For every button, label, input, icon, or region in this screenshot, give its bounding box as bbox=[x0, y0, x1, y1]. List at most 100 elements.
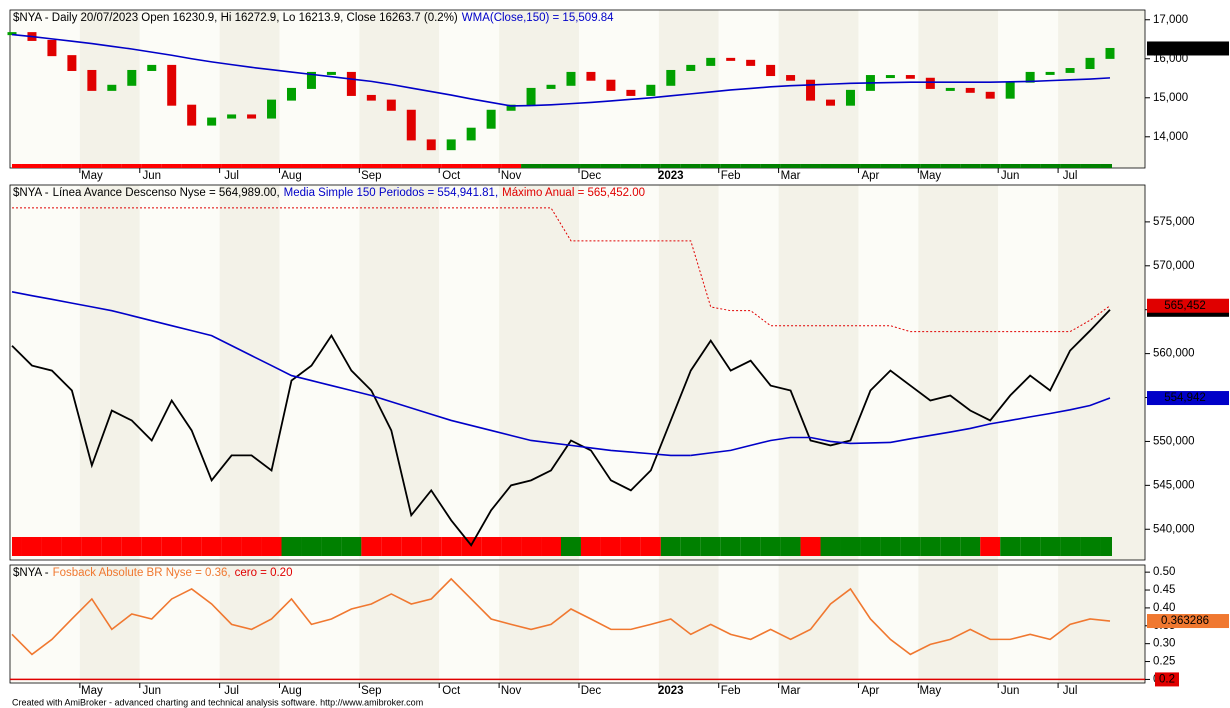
signal-strip bbox=[1080, 537, 1101, 556]
month-band bbox=[1058, 185, 1145, 560]
signal-strip bbox=[1040, 164, 1061, 168]
candle bbox=[905, 75, 915, 79]
signal-strip bbox=[41, 164, 62, 168]
panel-title: $NYA - Línea Avance Descenso Nyse = 564,9… bbox=[13, 187, 645, 199]
value-tag bbox=[1147, 41, 1229, 56]
signal-strip bbox=[261, 537, 282, 556]
signal-strip bbox=[121, 164, 142, 168]
value-tag-label: 0.2 bbox=[1159, 673, 1175, 685]
signal-strip bbox=[281, 537, 302, 556]
signal-strip bbox=[1000, 537, 1021, 556]
signal-strip bbox=[481, 537, 502, 556]
x-tick-label: 2023 bbox=[658, 170, 684, 182]
candle bbox=[845, 89, 855, 106]
signal-strip bbox=[21, 164, 42, 168]
value-tag-label: 554,942 bbox=[1164, 392, 1206, 404]
signal-strip bbox=[61, 537, 82, 556]
candle bbox=[107, 84, 117, 91]
signal-strip bbox=[421, 537, 442, 556]
x-tick-label: Jul bbox=[224, 170, 239, 182]
x-tick-label: Apr bbox=[861, 170, 879, 182]
candle bbox=[286, 87, 296, 101]
x-tick-label: Dec bbox=[581, 685, 602, 697]
signal-strip bbox=[101, 164, 122, 168]
signal-strip bbox=[401, 164, 422, 168]
month-band bbox=[10, 185, 80, 560]
x-tick-label: Aug bbox=[281, 685, 301, 697]
signal-strip bbox=[840, 537, 861, 556]
signal-strip bbox=[740, 164, 761, 168]
month-band bbox=[658, 10, 719, 168]
panel-title: $NYA - Daily 20/07/2023 Open 16230.9, Hi… bbox=[13, 12, 614, 24]
month-band bbox=[219, 185, 280, 560]
signal-strip bbox=[141, 537, 162, 556]
series-line bbox=[11, 33, 532, 107]
x-tick-label: May bbox=[81, 685, 103, 697]
y-tick-label: 0.40 bbox=[1153, 602, 1175, 614]
candle bbox=[826, 99, 836, 106]
signal-strip bbox=[600, 537, 621, 556]
candle bbox=[806, 79, 816, 101]
x-tick-label: Sep bbox=[361, 685, 381, 697]
signal-strip bbox=[960, 164, 981, 168]
month-band bbox=[578, 10, 659, 168]
month-band bbox=[778, 565, 859, 683]
signal-strip bbox=[161, 537, 182, 556]
signal-strip bbox=[680, 164, 701, 168]
month-band bbox=[998, 185, 1059, 560]
signal-strip bbox=[321, 164, 342, 168]
month-band bbox=[1058, 10, 1145, 168]
x-tick-label: Nov bbox=[501, 685, 522, 697]
candle bbox=[227, 114, 237, 119]
candle bbox=[726, 57, 736, 61]
x-tick-label: Jul bbox=[224, 685, 239, 697]
series-line bbox=[11, 291, 691, 457]
x-tick-label: Apr bbox=[861, 685, 879, 697]
signal-strip bbox=[780, 164, 801, 168]
candle bbox=[885, 75, 895, 79]
signal-strip bbox=[81, 164, 102, 168]
y-tick-label: 15,000 bbox=[1153, 92, 1188, 104]
signal-strip bbox=[481, 164, 502, 168]
y-tick-label: 575,000 bbox=[1153, 216, 1195, 228]
month-band bbox=[439, 565, 500, 683]
candle bbox=[446, 139, 456, 151]
legend-entry: Máximo Anual = 565,452.00 bbox=[502, 187, 645, 199]
panel-title: $NYA - Fosback Absolute BR Nyse = 0.36, ce… bbox=[13, 567, 292, 579]
signal-strip bbox=[121, 537, 142, 556]
signal-strip bbox=[561, 164, 581, 168]
legend-entry: Línea Avance Descenso Nyse = 564,989.00, bbox=[53, 187, 280, 199]
value-tag bbox=[1147, 391, 1229, 406]
x-tick-label: Jul bbox=[1063, 685, 1078, 697]
candle bbox=[586, 71, 596, 81]
x-tick-label: Oct bbox=[442, 170, 461, 182]
signal-strip bbox=[341, 537, 362, 556]
series-line bbox=[11, 577, 1111, 656]
month-band bbox=[279, 185, 360, 560]
candle bbox=[167, 64, 177, 106]
signal-strip bbox=[1020, 537, 1041, 556]
signal-strip bbox=[880, 537, 901, 556]
series-line bbox=[12, 207, 1111, 333]
signal-strip bbox=[1060, 164, 1081, 168]
candle bbox=[426, 139, 436, 151]
signal-strip bbox=[900, 164, 921, 168]
legend-entry: WMA(Close,150) = 15,509.84 bbox=[462, 12, 614, 24]
signal-strip bbox=[521, 537, 542, 556]
signal-strip bbox=[700, 164, 721, 168]
signal-strip bbox=[1020, 164, 1041, 168]
title-text: $NYA - bbox=[13, 567, 49, 579]
signal-strip bbox=[301, 164, 322, 168]
signal-strip bbox=[640, 164, 661, 168]
signal-strip bbox=[1000, 164, 1021, 168]
month-band bbox=[219, 10, 280, 168]
signal-strip bbox=[580, 537, 601, 556]
y-tick-label: 14,000 bbox=[1153, 131, 1188, 143]
x-tick-label: Aug bbox=[281, 170, 301, 182]
signal-strip bbox=[780, 537, 801, 556]
y-tick-label: 0.30 bbox=[1153, 638, 1175, 650]
month-band bbox=[439, 185, 500, 560]
signal-strip bbox=[21, 537, 42, 556]
title-text: $NYA - bbox=[13, 187, 49, 199]
candle bbox=[746, 59, 756, 66]
